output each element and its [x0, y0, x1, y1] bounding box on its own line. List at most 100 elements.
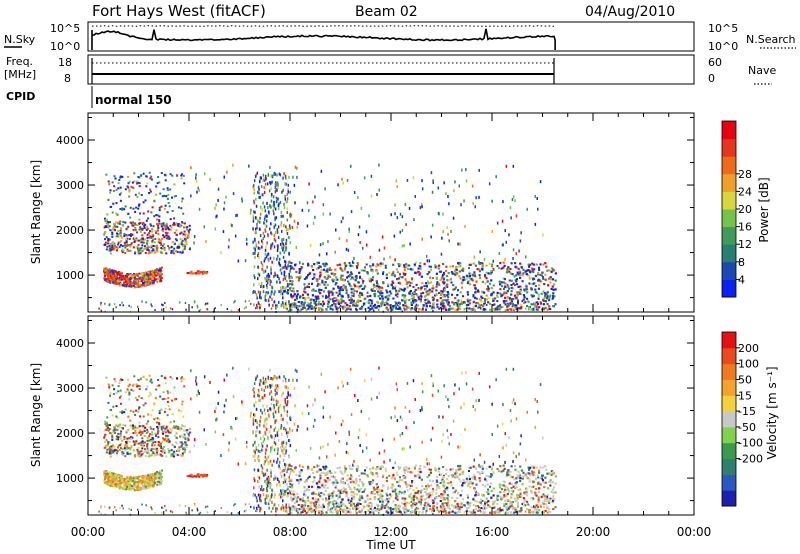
velocity-cell: [153, 476, 156, 479]
power-cell: [252, 216, 255, 220]
power-cell: [452, 284, 455, 287]
power-cell: [506, 268, 509, 271]
power-cell: [354, 302, 356, 304]
colorbar-segment: [722, 156, 736, 175]
power-cell: [334, 268, 337, 271]
power-cell: [505, 303, 508, 306]
power-cell: [151, 277, 154, 280]
power-cell: [394, 203, 396, 207]
power-cell: [395, 268, 398, 271]
power-cell: [359, 241, 361, 244]
power-cell: [496, 300, 499, 303]
power-cell: [274, 185, 276, 189]
power-cell: [112, 246, 115, 249]
power-cell: [405, 298, 408, 301]
y-tick-label: 1000: [56, 269, 84, 282]
power-cell: [426, 273, 429, 276]
power-cell: [503, 292, 506, 295]
power-cell: [116, 247, 119, 250]
power-cell: [156, 268, 158, 270]
power-cell: [461, 286, 464, 289]
power-cell: [337, 183, 339, 187]
power-cell: [164, 228, 167, 231]
power-cell: [161, 308, 163, 311]
power-cell: [262, 193, 264, 197]
power-cell: [478, 195, 480, 199]
power-cell: [291, 281, 293, 284]
power-cell: [100, 309, 103, 312]
power-cell: [285, 266, 287, 270]
power-cell: [184, 245, 187, 248]
power-cell: [271, 297, 273, 301]
power-cell: [467, 280, 470, 283]
power-cell: [387, 283, 390, 286]
power-cell: [407, 267, 410, 270]
power-cell: [308, 303, 311, 306]
power-cell: [129, 278, 132, 281]
power-cell: [440, 290, 443, 293]
power-cell: [127, 225, 130, 228]
power-cell: [404, 278, 407, 281]
power-cell: [263, 234, 266, 238]
power-cell: [144, 238, 146, 241]
power-cell: [519, 288, 522, 291]
power-cell: [523, 296, 526, 299]
power-cell: [421, 179, 423, 183]
power-cell: [379, 293, 382, 296]
power-cell: [119, 274, 121, 276]
power-cell: [124, 277, 127, 280]
power-cell: [277, 185, 279, 189]
power-cell: [158, 220, 161, 223]
power-cell: [505, 299, 508, 302]
power-cell: [350, 285, 353, 288]
power-cell: [408, 264, 411, 267]
power-cell: [195, 271, 198, 274]
power-cell: [472, 300, 475, 303]
power-cell: [497, 305, 500, 308]
power-cell: [454, 269, 457, 272]
power-cell: [473, 271, 476, 274]
power-cell: [259, 295, 261, 299]
power-cell: [539, 280, 542, 283]
power-cell: [399, 273, 401, 276]
power-cell: [108, 183, 111, 186]
power-cell: [259, 234, 262, 238]
power-cell: [411, 278, 413, 281]
power-cell: [345, 247, 348, 251]
power-cell: [283, 224, 286, 228]
velocity-cell: [123, 484, 126, 487]
power-cell: [265, 219, 268, 223]
power-cell: [399, 263, 402, 266]
power-cell: [480, 304, 483, 306]
power-cell: [304, 286, 307, 289]
power-cell: [329, 275, 331, 278]
power-cell: [246, 242, 248, 246]
power-cell: [277, 246, 279, 250]
power-cell: [446, 279, 449, 282]
power-cell: [451, 307, 454, 310]
power-cell: [292, 302, 294, 305]
power-cell: [460, 301, 463, 304]
power-cell: [427, 282, 430, 285]
power-cell: [281, 292, 284, 296]
power-cell: [441, 290, 444, 293]
power-cell: [542, 233, 544, 237]
power-cell: [549, 281, 552, 284]
power-cell: [144, 279, 147, 282]
velocity-cell: [139, 488, 141, 490]
power-cell: [180, 177, 183, 180]
power-cell: [299, 295, 302, 298]
power-cell: [389, 255, 391, 259]
power-cell: [496, 265, 499, 267]
power-cell: [119, 220, 122, 223]
power-cell: [535, 308, 538, 311]
power-cell: [287, 228, 289, 232]
power-cell: [124, 188, 127, 191]
power-cell: [408, 207, 411, 210]
power-cell: [319, 292, 322, 295]
power-cell: [292, 287, 295, 290]
power-cell: [223, 201, 226, 205]
power-cell: [344, 266, 347, 269]
power-cell: [158, 206, 161, 209]
power-cell: [313, 263, 316, 266]
